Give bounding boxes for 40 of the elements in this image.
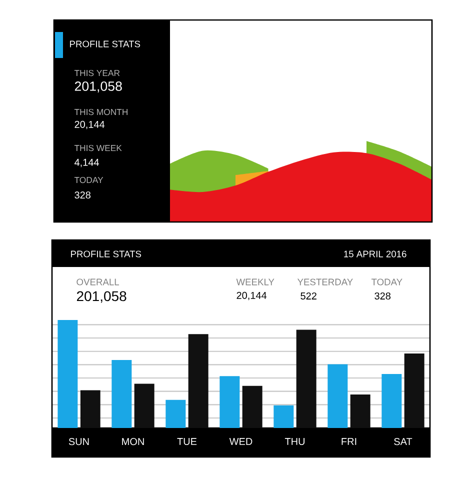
text: 201,058 [76,291,126,303]
text: TODAY [74,176,104,184]
x-tick-label: WED [229,438,252,445]
bar [58,320,78,428]
x-tick-label: SAT [394,438,412,446]
bar [242,386,262,428]
bar [188,334,208,428]
bar [80,390,100,428]
text: 328 [374,292,391,300]
text: 20,144 [74,120,105,130]
x-tick-label: SUN [68,438,89,446]
text: 4,144 [74,158,99,168]
text: YESTERDAY [297,278,353,286]
bar [220,376,240,428]
x-tick-label: MON [122,438,144,446]
bar [382,374,402,428]
x-tick-label: THU [284,438,304,446]
text: TODAY [371,278,402,286]
bar [404,354,424,428]
text: 328 [74,191,91,199]
x-tick-label: FRI [342,438,356,445]
x-tick-label: TUE [177,438,197,446]
bar [274,405,294,428]
chart-subtitle: 15 APRIL 2016 [344,250,406,258]
bar [328,364,348,428]
chart-title: PROFILE STATS [71,250,142,258]
text: OVERALL [76,278,119,286]
bar [296,330,316,428]
text: THIS WEEK [74,144,122,152]
bar [134,384,154,428]
bar [112,360,132,428]
text: PROFILE STATS [70,40,140,48]
text: THIS MONTH [74,108,128,116]
text: 522 [300,292,316,300]
text: WEEKLY [236,278,274,286]
bar [350,394,370,428]
bar [166,400,186,428]
text: 20,144 [236,292,267,300]
text: 201,058 [74,81,122,93]
text: THIS YEAR [74,70,120,76]
